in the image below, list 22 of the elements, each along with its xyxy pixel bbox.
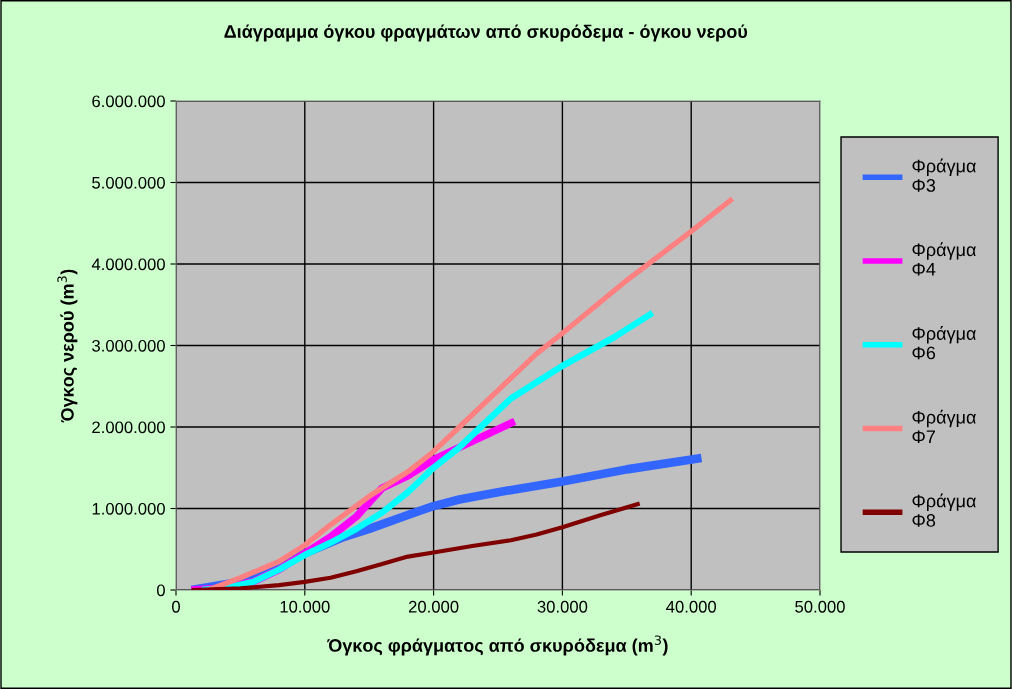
x-axis-title: Όγκος φράγματος από σκυρόδεμα (m$^{3}$) [327, 635, 668, 656]
y-axis-title: Όγκος νερού (m$^{3}$) [57, 269, 78, 423]
x-tick-label: 20.000 [408, 600, 459, 613]
y-tick-label: 2.000.000 [92, 421, 165, 434]
legend-label: Φράγμα Φ8 [912, 493, 976, 527]
y-tick-label: 3.000.000 [92, 339, 165, 352]
y-tick-label: 4.000.000 [91, 258, 165, 271]
x-tick-label: 30.000 [537, 600, 588, 613]
x-tick-label: 0 [172, 600, 180, 613]
line-series [189, 501, 642, 590]
y-tick-label: 5.000.000 [92, 176, 165, 189]
legend-label: Φράγμα Φ3 [912, 158, 976, 192]
legend-label: Φράγμα Φ4 [912, 242, 976, 276]
x-tick-label: 40.000 [666, 600, 717, 613]
chart-title: Διάγραμμα όγκου φραγμάτων από σκυρόδεμα - όγκου νερού [224, 24, 748, 42]
y-tick-label: 1.000.000 [92, 502, 165, 515]
legend-label: Φράγμα Φ6 [912, 326, 976, 360]
legend-label: Φράγμα Φ7 [912, 409, 976, 443]
x-tick-label: 50.000 [795, 600, 845, 613]
y-tick-label: 6.000.000 [92, 95, 165, 108]
x-tick-label: 10.000 [280, 600, 330, 613]
y-tick-label: 0 [156, 584, 165, 597]
